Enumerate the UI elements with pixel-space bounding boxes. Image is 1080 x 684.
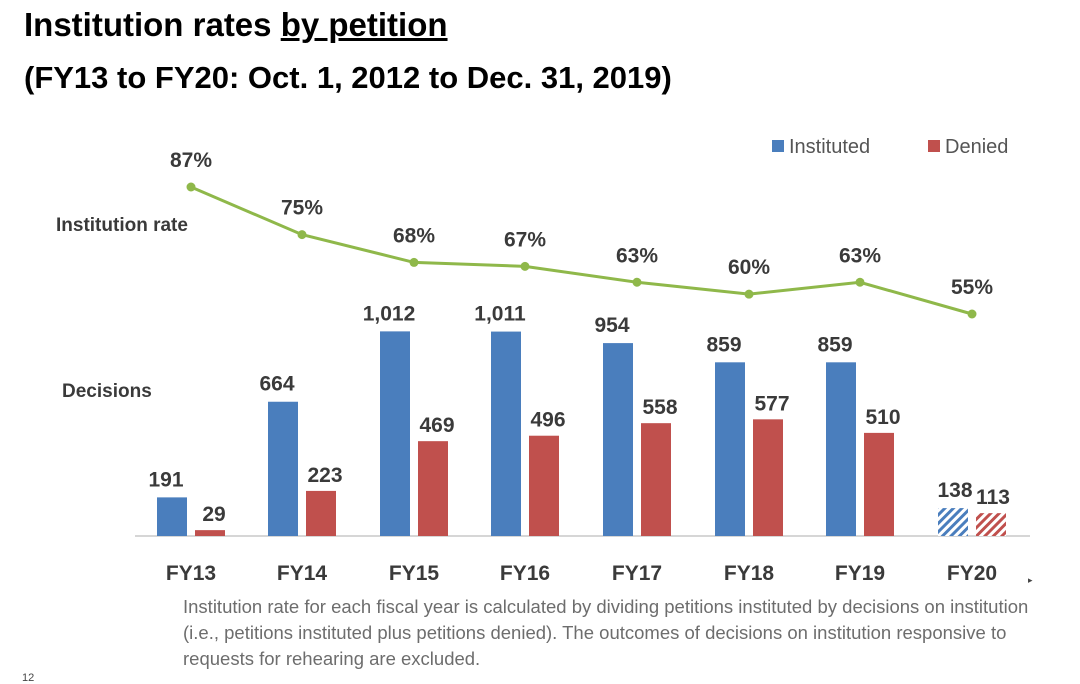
rate-line	[190, 185, 973, 316]
bar-instituted-fy20	[938, 508, 968, 536]
x-tick-fy15: FY15	[389, 562, 440, 585]
rate-label-fy13: 87%	[170, 149, 212, 172]
x-tick-fy13: FY13	[166, 562, 216, 585]
x-tick-fy17: FY17	[612, 562, 662, 585]
rate-label-fy17: 63%	[616, 244, 658, 267]
rate-line-group: 87% 75% 68% 67% 63% 60% 63% 55%	[170, 149, 993, 319]
bar-denied-fy14	[306, 490, 336, 536]
bar-instituted-fy14	[268, 401, 298, 536]
title-emphasis: by petition	[280, 6, 448, 43]
x-tick-fy20: FY20	[947, 562, 997, 585]
rate-label-fy16: 67%	[504, 228, 546, 251]
bar-denied-fy20	[976, 513, 1006, 536]
rate-point-fy15	[409, 257, 419, 267]
label-denied-fy19: 510	[865, 406, 900, 429]
x-tick-fy14: FY14	[277, 562, 328, 585]
rate-point-fy14	[297, 230, 307, 240]
chart-legend: Instituted Denied	[772, 136, 1008, 158]
decisions-row-label: Decisions	[62, 381, 152, 402]
legend-swatch-instituted	[772, 140, 784, 152]
x-tick-fy18: FY18	[724, 562, 775, 585]
label-instituted-fy15: 1,012	[363, 302, 416, 325]
footnote: Institution rate for each fiscal year is…	[183, 596, 1029, 669]
bar-denied-fy17	[641, 423, 671, 536]
label-instituted-fy16: 1,011	[474, 303, 526, 326]
bars-group: 191 29 664 223 1,012 469 1,011 496 954 558 859 577 8…	[148, 302, 1010, 536]
rate-label-fy15: 68%	[393, 224, 435, 247]
bar-denied-fy18	[753, 419, 783, 536]
bar-denied-fy16	[529, 435, 559, 536]
rate-label-fy19: 63%	[839, 244, 881, 267]
x-tick-fy16: FY16	[500, 562, 550, 585]
label-instituted-fy13: 191	[148, 468, 183, 491]
page-title: Institution rates by petition	[24, 6, 448, 44]
rate-point-fy16	[520, 261, 530, 271]
legend-label-instituted: Instituted	[789, 136, 870, 158]
bar-instituted-fy18	[715, 362, 745, 536]
bar-instituted-fy13	[157, 497, 187, 536]
label-denied-fy20: 113	[976, 486, 1010, 509]
label-denied-fy14: 223	[307, 464, 342, 487]
institution-rate-chart: Instituted Denied Institution rate Decisi…	[56, 136, 1033, 585]
label-instituted-fy17: 954	[594, 314, 629, 337]
rate-point-fy19	[855, 277, 865, 287]
legend-swatch-denied	[928, 140, 940, 152]
bar-instituted-fy15	[380, 331, 410, 536]
x-tick-labels: FY13 FY14 FY15 FY16 FY17 FY18 FY19 FY20	[166, 562, 997, 585]
label-denied-fy17: 558	[642, 396, 677, 419]
bar-denied-fy15	[418, 441, 448, 536]
rate-point-fy18	[744, 289, 754, 299]
x-tick-fy19: FY19	[835, 562, 885, 585]
bar-instituted-fy16	[491, 331, 521, 536]
page-subtitle: (FY13 to FY20: Oct. 1, 2012 to Dec. 31, …	[24, 60, 672, 95]
label-denied-fy15: 469	[419, 414, 454, 437]
rate-point-fy13	[186, 182, 196, 192]
page-number: 12	[22, 672, 35, 684]
title-prefix: Institution rates	[24, 6, 272, 43]
label-instituted-fy14: 664	[259, 373, 294, 396]
rate-point-fy17	[632, 277, 642, 287]
label-instituted-fy20: 138	[937, 479, 972, 502]
rate-label-fy14: 75%	[281, 197, 323, 220]
bar-instituted-fy17	[603, 343, 633, 536]
legend-label-denied: Denied	[945, 136, 1008, 158]
label-instituted-fy18: 859	[706, 333, 741, 356]
label-instituted-fy19: 859	[817, 333, 852, 356]
label-denied-fy18: 577	[754, 392, 789, 415]
bar-denied-fy19	[864, 432, 894, 536]
arrow-marker: ▸	[1028, 575, 1033, 585]
label-denied-fy16: 496	[530, 409, 565, 432]
rate-point-fy20	[967, 309, 977, 319]
bar-denied-fy13	[195, 530, 225, 536]
rate-row-label: Institution rate	[56, 215, 188, 236]
rate-label-fy18: 60%	[728, 256, 770, 279]
rate-label-fy20: 55%	[951, 276, 993, 299]
label-denied-fy13: 29	[202, 503, 225, 526]
bar-instituted-fy19	[826, 362, 856, 536]
